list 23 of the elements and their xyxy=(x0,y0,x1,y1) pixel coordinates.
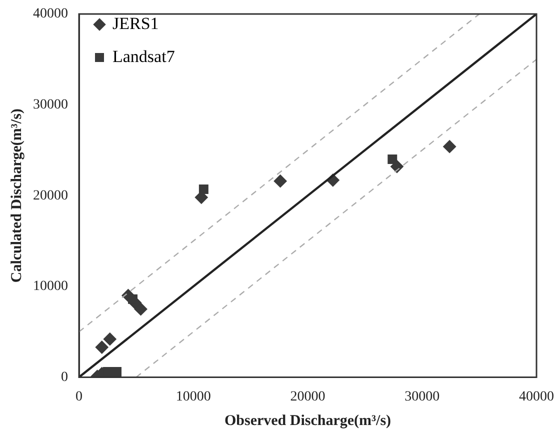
legend-label: JERS1 xyxy=(112,14,159,33)
y-tick-label: 10000 xyxy=(33,279,68,294)
point xyxy=(443,140,456,154)
point xyxy=(95,340,108,354)
point xyxy=(274,174,287,188)
x-tick-label: 40000 xyxy=(519,389,554,404)
x-tick-label: 0 xyxy=(76,389,82,404)
point xyxy=(134,302,148,316)
x-tick-label: 10000 xyxy=(176,389,211,404)
x-tick-label: 20000 xyxy=(290,389,326,404)
y-tick-label: 40000 xyxy=(33,6,68,22)
x-tick-label: 30000 xyxy=(404,389,440,404)
point xyxy=(198,184,208,194)
point xyxy=(103,332,116,346)
point xyxy=(102,367,112,376)
y-axis-title: Calculated Discharge(m³/s) xyxy=(8,108,25,283)
point xyxy=(388,154,398,164)
point xyxy=(112,367,122,376)
legend-label: Landsat7 xyxy=(112,46,176,66)
y-tick-label: 30000 xyxy=(33,97,68,112)
x-axis-title: Observed Discharge(m³/s) xyxy=(224,412,392,429)
y-tick-label: 0 xyxy=(61,370,68,385)
y-tick-label: 20000 xyxy=(33,188,68,204)
